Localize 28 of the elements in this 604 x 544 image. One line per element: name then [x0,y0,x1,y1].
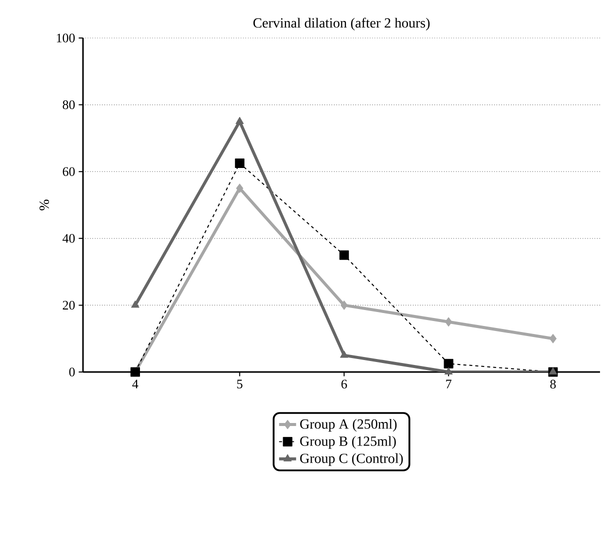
point [444,358,454,368]
point [340,300,348,310]
y-tick-label: 0 [69,368,75,376]
y-tick-label: 40 [62,234,75,243]
legend-label: Group B (125ml) [300,436,396,449]
x-tick-label: 5 [237,380,242,388]
point [444,317,452,327]
y-tick-label: 60 [62,167,75,176]
point [339,250,349,260]
y-tick-label: 80 [62,100,75,110]
x-tick-label: 7 [446,380,452,388]
point [236,184,244,194]
point [444,367,453,374]
point [340,350,348,358]
chart-title: Cervinal dilation (after 2 hours) [253,18,430,30]
y-axis-title: % [39,200,49,210]
point [236,116,244,124]
legend-label: Group C (Control) [300,453,403,466]
point [549,334,557,344]
legend-label: Group A (250ml) [300,418,397,432]
y-tick-label: 100 [56,34,75,42]
x-tick-label: 4 [132,380,138,388]
x-tick-label: 6 [341,380,347,388]
point [548,367,558,374]
y-tick-label: 20 [62,300,75,310]
x-tick-label: 8 [550,380,556,389]
point [234,158,244,168]
point [131,300,140,308]
